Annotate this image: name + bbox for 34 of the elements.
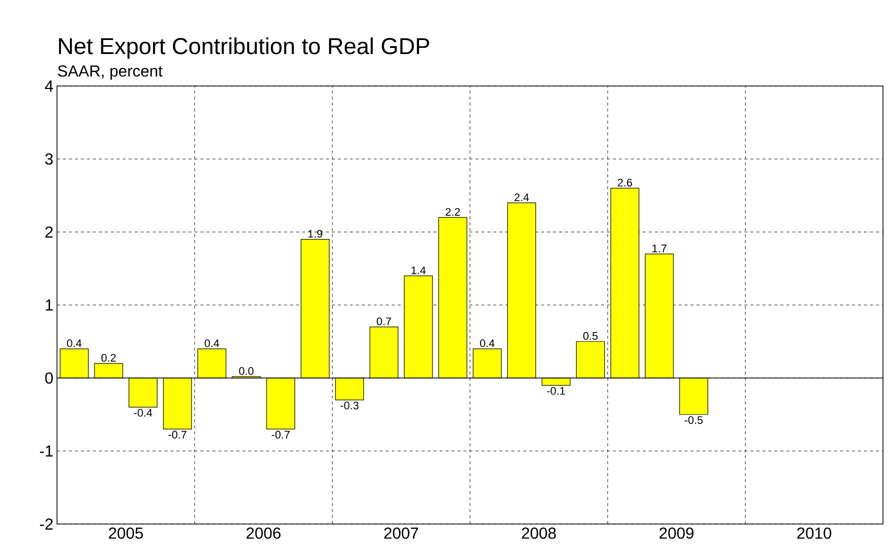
x-tick-label: 2007 — [384, 528, 418, 539]
x-tick-label: 2008 — [522, 528, 556, 539]
data-label: 0.4 — [67, 339, 82, 348]
chart-subtitle: SAAR, percent — [58, 65, 162, 80]
data-label: 1.7 — [652, 244, 666, 252]
data-label: -0.7 — [168, 430, 186, 439]
y-tick-label: 3 — [45, 153, 53, 165]
y-tick-label: -2 — [40, 518, 53, 530]
y-tick-label: 4 — [44, 80, 54, 92]
data-label: 0.4 — [480, 339, 494, 348]
data-label: -0.4 — [134, 408, 152, 417]
data-label: -0.5 — [684, 416, 703, 424]
chart-title: Net Export Contribution to Real GDP — [59, 37, 430, 59]
data-label: 0.7 — [376, 317, 392, 326]
y-tick-label: 0 — [45, 372, 53, 384]
data-label: -0.3 — [340, 402, 358, 410]
data-label: 0.0 — [239, 367, 254, 375]
y-tick-label: 2 — [45, 226, 53, 238]
data-label: 0.4 — [204, 339, 220, 348]
x-tick-label: 2006 — [246, 528, 281, 539]
y-tick-label: 1 — [46, 300, 53, 310]
data-label: -0.1 — [547, 387, 565, 395]
data-label: 2.6 — [618, 178, 632, 187]
data-label: 1.4 — [412, 266, 426, 274]
y-tick-label: -1 — [40, 446, 53, 456]
x-tick-label: 2009 — [660, 528, 694, 539]
data-label: 0.2 — [101, 354, 116, 362]
x-tick-label: 2010 — [797, 528, 832, 539]
data-label: -0.7 — [272, 430, 290, 439]
data-label: 2.4 — [514, 193, 529, 202]
data-label: 1.9 — [308, 230, 322, 238]
data-label: 2.2 — [446, 208, 460, 216]
data-label: 0.5 — [583, 332, 598, 340]
x-tick-label: 2005 — [108, 528, 143, 539]
